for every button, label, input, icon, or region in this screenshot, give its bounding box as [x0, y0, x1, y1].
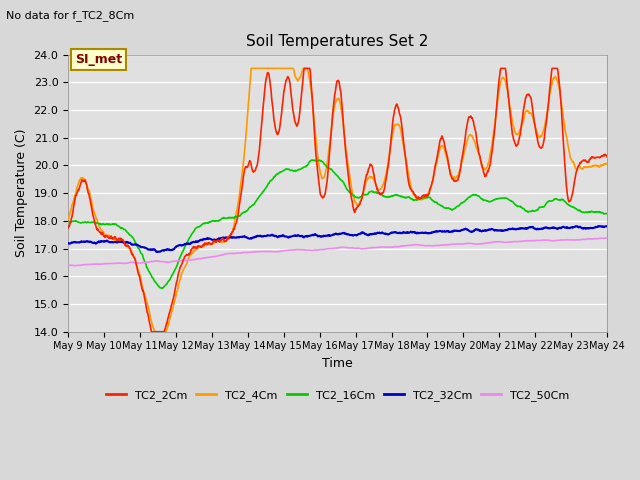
Title: Soil Temperatures Set 2: Soil Temperatures Set 2 — [246, 34, 429, 49]
Legend: TC2_2Cm, TC2_4Cm, TC2_16Cm, TC2_32Cm, TC2_50Cm: TC2_2Cm, TC2_4Cm, TC2_16Cm, TC2_32Cm, TC… — [102, 386, 573, 406]
Text: SI_met: SI_met — [75, 53, 122, 66]
Y-axis label: Soil Temperature (C): Soil Temperature (C) — [15, 129, 28, 257]
Text: No data for f_TC2_8Cm: No data for f_TC2_8Cm — [6, 10, 134, 21]
X-axis label: Time: Time — [323, 357, 353, 370]
